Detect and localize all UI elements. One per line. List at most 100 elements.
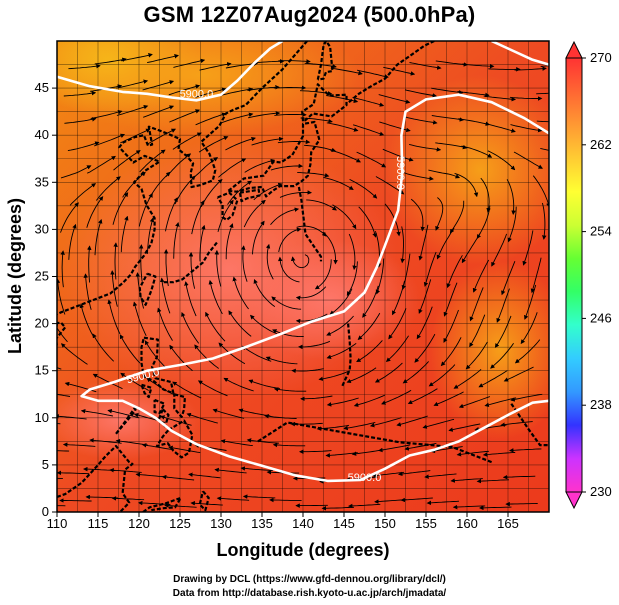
streamline [271,296,302,310]
streamline [163,249,169,287]
streamline [456,450,489,457]
streamline [346,261,358,296]
streamline [265,356,298,365]
streamline [147,54,179,64]
colorbar-tick-label: 262 [590,137,612,152]
streamline [453,368,482,389]
streamline [357,312,381,340]
streamline [423,251,437,287]
streamline [64,117,97,124]
streamline [435,142,468,150]
streamline [332,204,357,230]
streamline [217,199,234,233]
streamline [483,95,516,102]
streamline [216,496,250,501]
streamline [63,90,97,97]
streamline [95,176,121,201]
streamline [80,408,113,417]
streamline [431,87,464,95]
warm-area-north [57,41,360,135]
streamline [278,227,302,253]
streamline [509,96,543,101]
streamline [57,450,70,452]
streamline [116,79,149,89]
streamline [113,242,118,280]
x-tick-label: 155 [415,516,437,531]
streamline [369,417,402,428]
streamline [252,59,285,64]
streamline [469,314,486,348]
warm-area-east [385,75,549,265]
streamline [326,397,359,407]
colorbar-tick-label: 246 [590,310,612,325]
streamline [418,279,432,314]
streamline [330,149,361,163]
streamline [540,65,549,67]
streamline [426,500,460,506]
streamline [510,124,543,133]
streamline [157,307,173,341]
streamline [352,124,385,136]
streamline [322,231,338,265]
streamline [381,389,412,405]
coastline [115,404,138,435]
streamline [388,308,407,340]
coastline [510,403,549,447]
streamline [374,362,403,383]
streamline [208,279,223,315]
streamline [295,313,328,324]
streamline [272,329,304,338]
coastline [173,393,186,418]
streamline [228,310,252,337]
streamline [520,312,538,345]
contour-label: 5900.0 [180,89,214,101]
contour-label: 5900.0 [394,156,406,190]
contour-line [491,41,549,66]
streamline [494,315,512,349]
streamline [62,442,96,447]
streamline [113,150,141,171]
coastline [301,83,348,123]
streamline [164,503,197,508]
streamline [278,59,311,64]
streamline [184,281,197,317]
streamline [116,104,149,116]
streamline [198,135,229,153]
streamline [194,344,219,369]
credit-data-source: Data from http://database.rish.kyoto-u.a… [172,588,447,599]
streamline [181,311,200,344]
streamline [496,288,510,323]
streamline [295,286,327,301]
streamline [165,197,178,232]
streamline [60,202,79,233]
streamline [60,343,88,365]
streamline [300,395,333,402]
streamline [68,63,101,70]
streamline [272,442,306,448]
streamline [244,158,276,173]
streamline [242,494,276,499]
coastline [316,41,334,81]
streamline [488,67,521,72]
streamline [251,136,284,146]
streamline [90,110,123,120]
streamline [330,67,363,76]
streamline [172,381,202,399]
streamline [506,179,516,215]
streamline [168,445,201,454]
streamline [422,418,455,429]
coastlines [57,41,549,512]
streamline [418,224,429,261]
streamline [352,97,385,107]
streamline [379,121,411,133]
streamline [57,414,87,420]
streamline [502,474,536,480]
streamline [60,250,65,288]
streamline [248,111,281,119]
streamline [500,421,533,427]
streamline [378,94,411,104]
chart-title: GSM 12Z07Aug2024 (500.0hPa) [143,2,476,27]
streamline [227,180,253,205]
streamline [435,197,444,231]
coastline [297,186,323,262]
